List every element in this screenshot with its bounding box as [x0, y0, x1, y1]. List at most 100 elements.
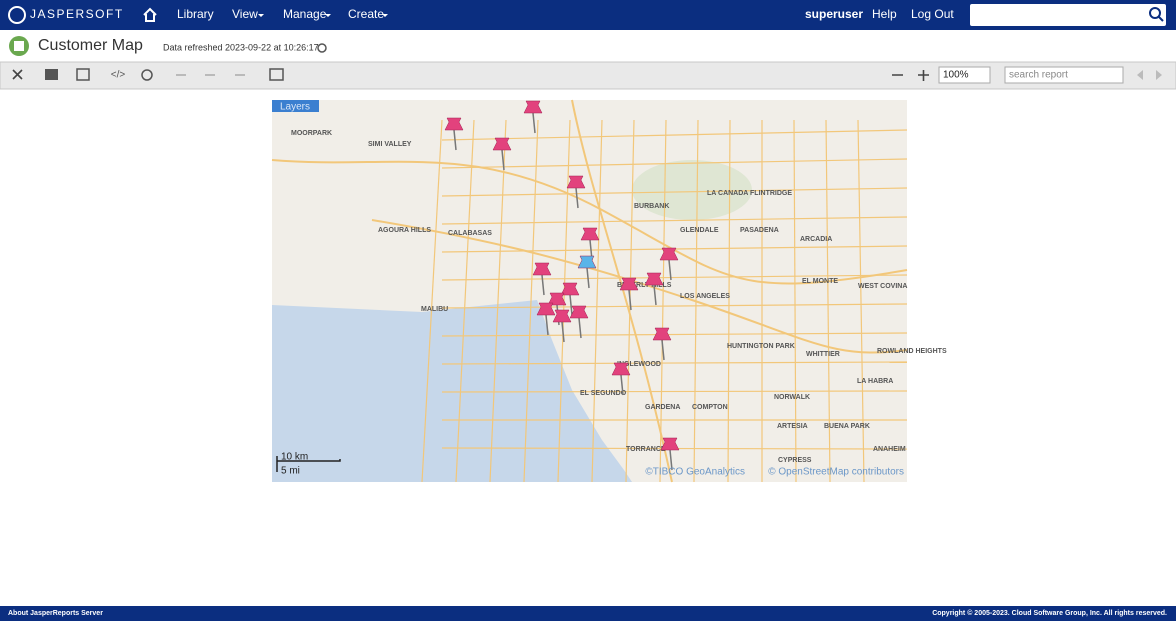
scale-km: 10 km: [281, 452, 308, 463]
search-nav[interactable]: [1137, 70, 1162, 80]
nav-create[interactable]: Create: [348, 7, 384, 21]
road: [489, 119, 507, 483]
place-label: CALABASAS: [448, 230, 492, 237]
pin[interactable]: [532, 262, 552, 276]
freeway: [271, 159, 908, 285]
place-label: BURBANK: [634, 203, 669, 210]
search-box[interactable]: [970, 4, 1166, 26]
nav-library[interactable]: Library: [177, 7, 214, 21]
road: [793, 119, 797, 483]
place-label: SIMI VALLEY: [368, 141, 412, 148]
road: [441, 332, 908, 337]
pin-needle: [501, 149, 505, 171]
search-icon[interactable]: [1149, 7, 1161, 19]
place-labels: MOORPARK SIMI VALLEY LA CANADA FLINTRIDGE B…: [291, 130, 947, 464]
pin-needle: [668, 259, 672, 281]
park: [632, 160, 752, 220]
place-label: WEST COVINA: [858, 283, 907, 290]
map[interactable]: MOORPARK SIMI VALLEY LA CANADA FLINTRIDGE B…: [271, 99, 947, 483]
road: [441, 274, 908, 281]
pin[interactable]: [566, 175, 586, 189]
place-label: LOS ANGELES: [680, 293, 730, 300]
place-label: AGOURA HILLS: [378, 227, 431, 234]
place-label: GLENDALE: [680, 227, 719, 234]
search-icon-handle: [1158, 16, 1164, 22]
pin[interactable]: [660, 437, 680, 451]
report-search[interactable]: [1004, 66, 1124, 84]
scale-bar: [276, 456, 341, 472]
nav-manage[interactable]: Manage: [283, 7, 327, 21]
pin[interactable]: [444, 117, 464, 131]
close-button[interactable]: [12, 69, 23, 80]
freeway: [571, 99, 673, 483]
zoom-value: 100%: [943, 70, 969, 81]
pin-needle: [653, 284, 657, 306]
pin[interactable]: [580, 227, 600, 241]
attribution-osm: © OpenStreetMap contributors: [768, 467, 904, 478]
pin-needle: [532, 112, 536, 134]
pin[interactable]: [611, 362, 631, 376]
place-label: BUENA PARK: [824, 423, 870, 430]
zoom-select[interactable]: [938, 66, 991, 84]
pin-needle: [545, 314, 549, 336]
attribution-tibco: ©TIBCO GeoAnalytics: [645, 467, 745, 478]
refresh-icon[interactable]: [317, 43, 327, 53]
pin[interactable]: [536, 302, 556, 316]
help[interactable]: Help: [872, 7, 897, 21]
export-button[interactable]: [76, 68, 90, 81]
code-button[interactable]: </>: [111, 70, 126, 81]
place-label: EL SEGUNDO: [580, 390, 627, 397]
pin[interactable]: [523, 100, 543, 114]
road: [421, 119, 443, 483]
pin[interactable]: [547, 292, 567, 306]
pin[interactable]: [569, 305, 589, 319]
pin-needle: [578, 317, 582, 339]
pin[interactable]: [492, 137, 512, 151]
pin[interactable]: [577, 255, 597, 269]
schedule-button[interactable]: [141, 69, 153, 81]
save-button[interactable]: [45, 69, 58, 80]
logo-icon: [8, 6, 26, 24]
pin[interactable]: [644, 272, 664, 286]
pin[interactable]: [619, 277, 639, 291]
footer: [0, 606, 1176, 621]
pin-needle: [569, 294, 573, 316]
layers-button[interactable]: [272, 100, 319, 112]
place-label: GARDENA: [645, 404, 680, 411]
roads: [271, 99, 908, 483]
road: [455, 119, 475, 483]
road: [727, 119, 731, 483]
place-label: LA HABRA: [857, 378, 893, 385]
pin[interactable]: [552, 309, 572, 323]
nav-view[interactable]: View: [232, 7, 258, 21]
logout[interactable]: Log Out: [911, 7, 954, 21]
pin-needle: [669, 449, 673, 471]
place-label: MOORPARK: [291, 130, 332, 137]
road: [441, 216, 908, 225]
report-search-placeholder: search report: [1009, 70, 1068, 81]
place-label: TORRANCE: [626, 446, 666, 453]
zoom-buttons[interactable]: [892, 70, 929, 81]
place-label: COMPTON: [692, 404, 728, 411]
road: [441, 158, 908, 169]
user[interactable]: superuser: [805, 7, 863, 21]
road: [659, 119, 667, 483]
layout-button[interactable]: [269, 68, 284, 81]
footer-about[interactable]: About JasperReports Server: [8, 610, 103, 617]
pin-needle: [561, 321, 565, 343]
pin[interactable]: [560, 282, 580, 296]
home-icon[interactable]: [143, 7, 157, 22]
freeway: [371, 219, 908, 354]
road: [591, 119, 603, 483]
pin[interactable]: [659, 247, 679, 261]
road: [441, 390, 908, 393]
road: [857, 119, 865, 483]
place-label: PASADENA: [740, 227, 779, 234]
pin[interactable]: [652, 327, 672, 341]
pin-needle: [575, 187, 579, 209]
layers-label: Layers: [280, 102, 310, 113]
road: [441, 129, 908, 141]
brand: JASPERSOFT: [30, 7, 124, 21]
refreshed: Data refreshed 2023-09-22 at 10:26:17: [163, 42, 319, 52]
